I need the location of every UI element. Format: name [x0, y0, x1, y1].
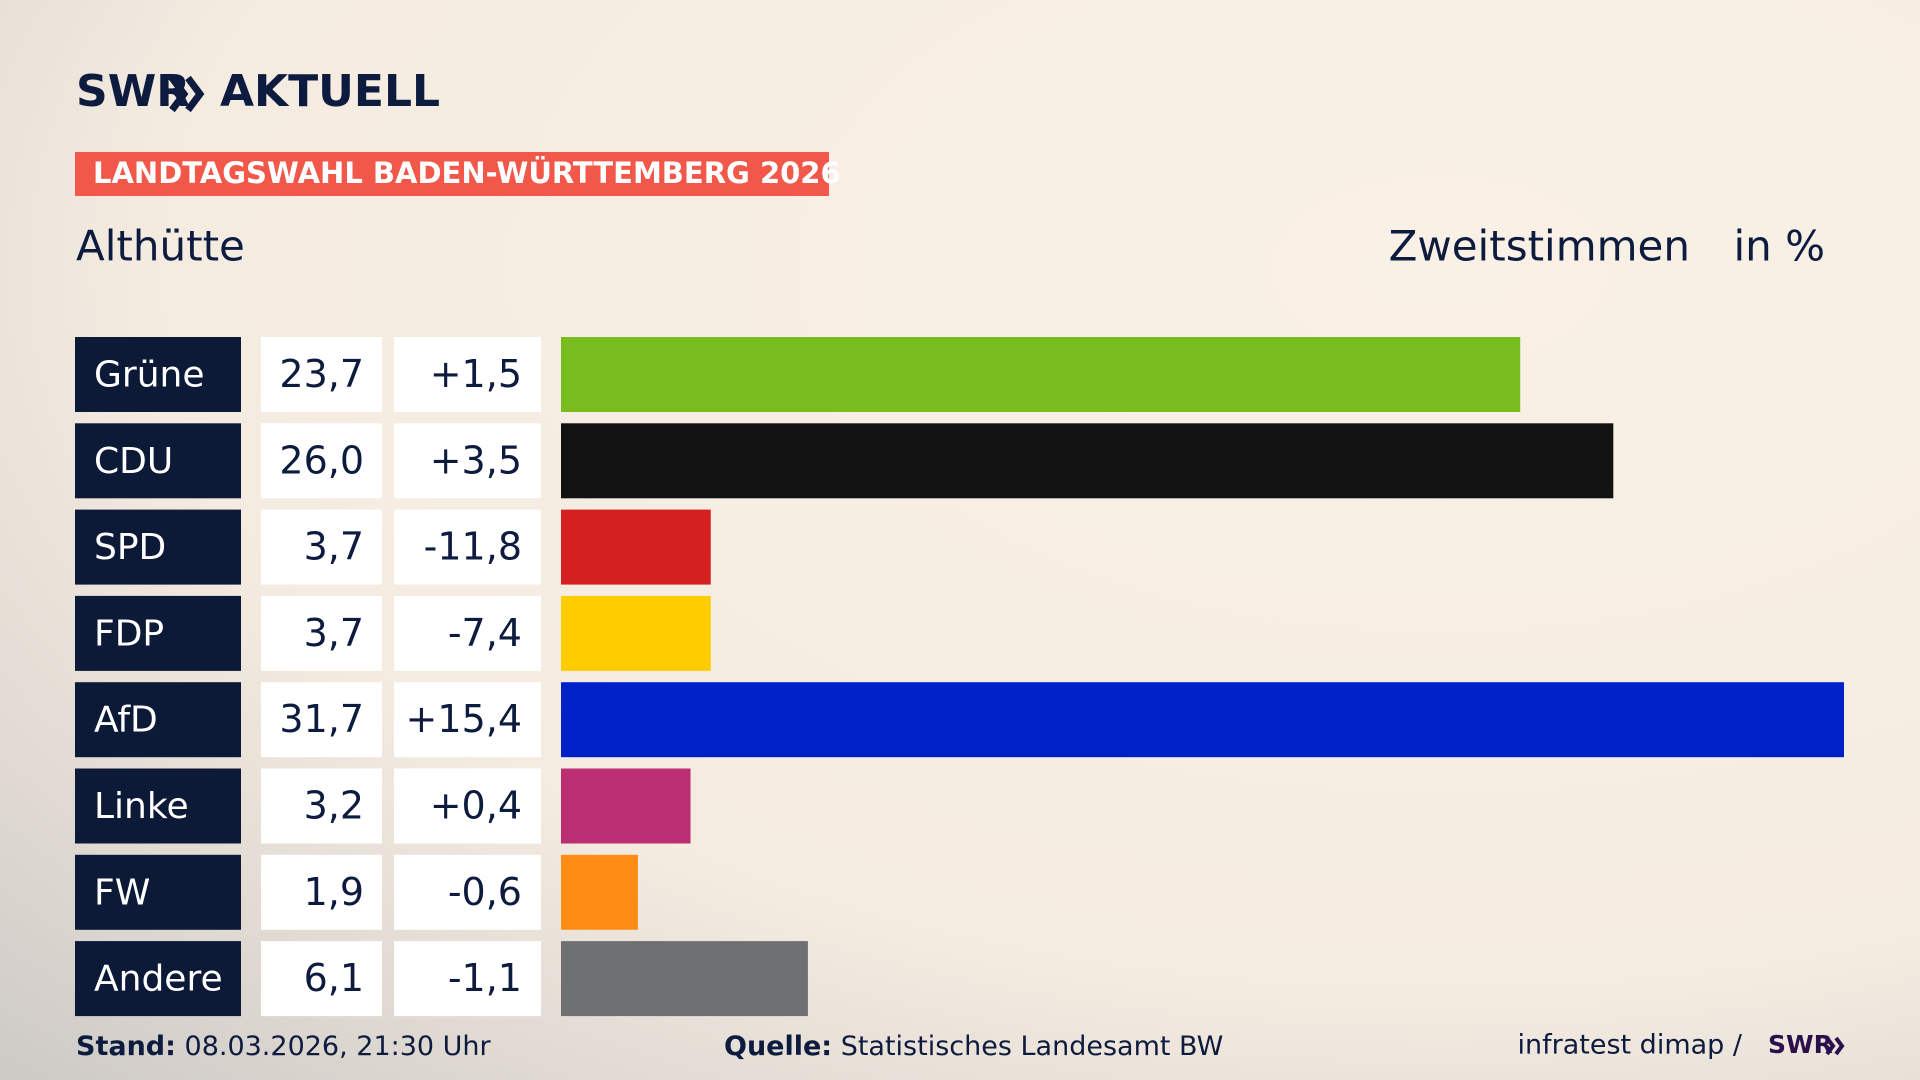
bar: [561, 595, 711, 671]
party-box: [75, 768, 241, 844]
bar: [561, 423, 1614, 499]
change-box: [394, 682, 541, 758]
change-box: [394, 854, 541, 930]
party-box: [75, 423, 241, 499]
change-label: +0,4: [430, 784, 522, 828]
logo-chevrons: [169, 75, 205, 113]
value-box: [261, 682, 382, 758]
source: Quelle: Statistisches Landesamt BW: [724, 1031, 1223, 1062]
party-label: Andere: [94, 959, 223, 1000]
value-label: 1,9: [304, 870, 364, 914]
value-label: 6,1: [304, 956, 364, 1000]
party-box: [75, 595, 241, 671]
value-label: 23,7: [279, 352, 364, 396]
party-label: AfD: [94, 700, 158, 741]
party-label: Linke: [94, 786, 189, 827]
title-banner: [75, 152, 829, 196]
change-label: -7,4: [448, 611, 522, 655]
value-box: [261, 423, 382, 499]
logo-suffix: AKTUELL: [220, 66, 440, 117]
change-box: [394, 595, 541, 671]
credit-chevrons: [1825, 1036, 1845, 1056]
party-label: FDP: [94, 613, 164, 654]
party-box: [75, 337, 241, 412]
subtitle: Althütte: [76, 222, 245, 271]
bar: [561, 682, 1844, 758]
credit: infratest dimap /: [1517, 1030, 1742, 1061]
change-box: [394, 768, 541, 844]
value-box: [261, 768, 382, 844]
value-label: 3,7: [304, 611, 364, 655]
change-box: [394, 941, 541, 1017]
value-label: 3,2: [304, 784, 364, 828]
value-label: 31,7: [279, 697, 364, 741]
party-label: CDU: [94, 441, 173, 482]
change-label: +1,5: [430, 352, 522, 396]
party-box: [75, 854, 241, 930]
stand-value: 08.03.2026, 21:30 Uhr: [185, 1031, 492, 1062]
value-box: [261, 941, 382, 1017]
change-label: -11,8: [424, 525, 522, 569]
value-box: [261, 854, 382, 930]
chart-title: LANDTAGSWAHL BADEN-WÜRTTEMBERG 2026: [93, 156, 841, 190]
stand: Stand: 08.03.2026, 21:30 Uhr: [76, 1031, 492, 1062]
bar: [561, 854, 638, 930]
value-box: [261, 595, 382, 671]
credit-logo: SWR: [1768, 1030, 1833, 1059]
value-box: [261, 509, 382, 585]
party-box: [75, 682, 241, 758]
value-label: 3,7: [304, 525, 364, 569]
party-label: Grüne: [94, 355, 204, 396]
bar: [561, 509, 711, 585]
party-label: SPD: [94, 527, 166, 568]
unit: in %: [1733, 222, 1825, 271]
change-label: +15,4: [406, 697, 522, 741]
value-title: Zweitstimmen: [1389, 222, 1690, 271]
change-box: [394, 337, 541, 412]
value-label: 26,0: [279, 438, 364, 482]
bar: [561, 768, 691, 844]
party-label: FW: [94, 872, 150, 913]
source-label: Quelle:: [724, 1031, 832, 1062]
party-box: [75, 941, 241, 1017]
party-box: [75, 509, 241, 585]
change-label: -0,6: [448, 870, 522, 914]
change-label: +3,5: [430, 438, 522, 482]
value-box: [261, 337, 382, 412]
change-label: -1,1: [448, 956, 522, 1000]
source-value: Statistisches Landesamt BW: [841, 1031, 1224, 1062]
change-box: [394, 423, 541, 499]
bar: [561, 941, 808, 1017]
stand-label: Stand:: [76, 1031, 176, 1062]
bar: [561, 337, 1521, 412]
change-box: [394, 509, 541, 585]
